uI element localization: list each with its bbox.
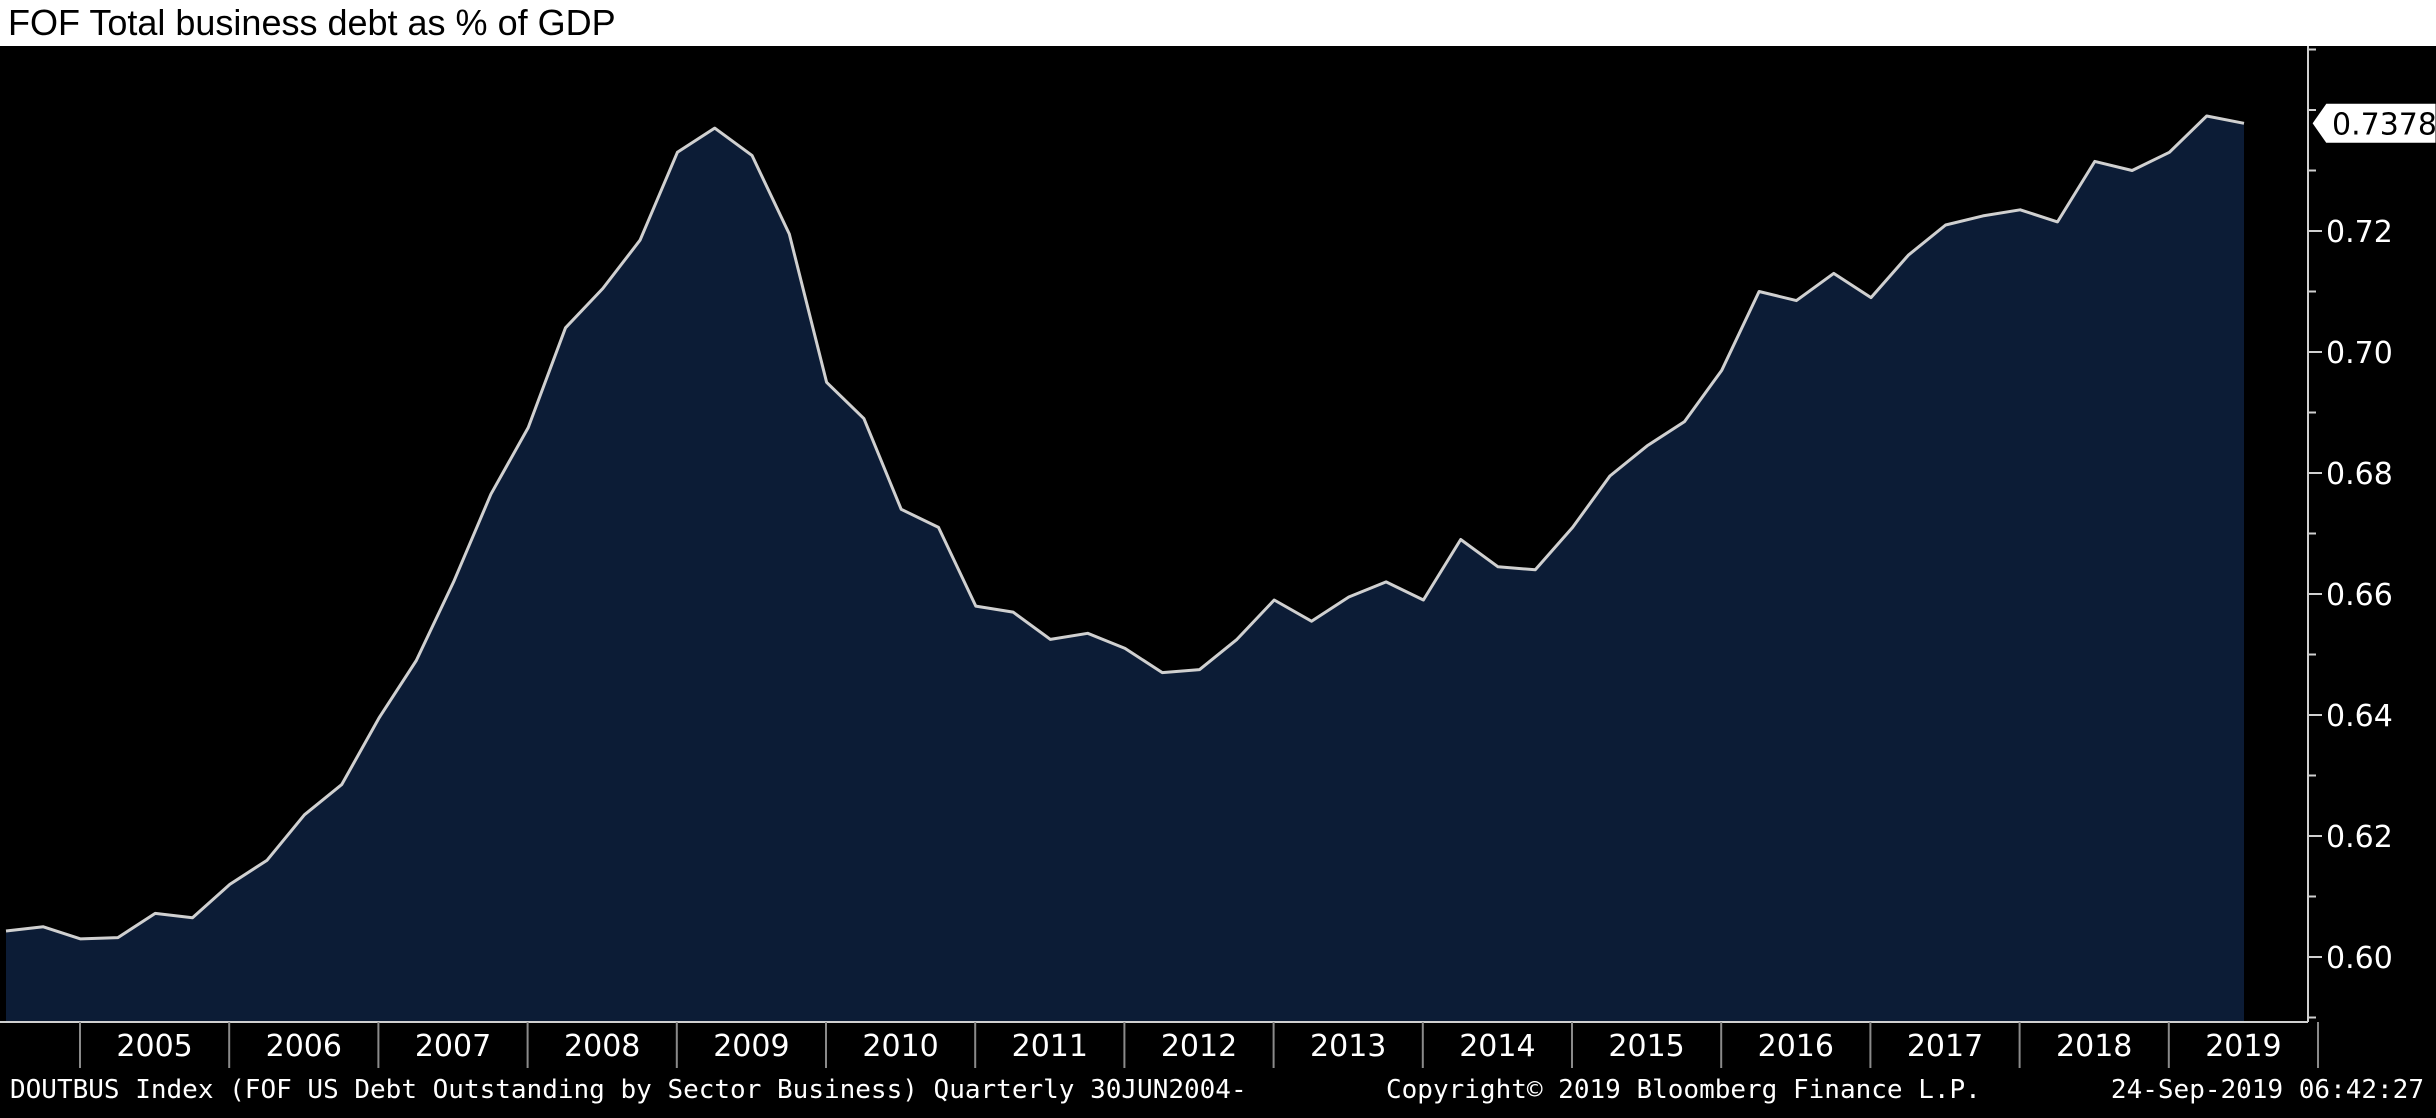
- last-value-label: 0.7378: [2332, 107, 2436, 142]
- chart: 2005 2006 2007 2008 2009 2010 2011 2012 2013 2014…: [0, 46, 2436, 1068]
- y-tick-label: 0.66: [2326, 578, 2393, 613]
- x-tick-label: 2010: [862, 1029, 938, 1064]
- x-tick-label: 2007: [415, 1029, 491, 1064]
- last-value-box: [2311, 102, 2436, 144]
- x-tick-label: 2015: [1608, 1029, 1684, 1064]
- chart-title: FOF Total business debt as % of GDP: [8, 2, 616, 43]
- x-tick-label: 2008: [564, 1029, 640, 1064]
- plot-area: [5, 114, 2245, 1022]
- x-tick-label: 2016: [1758, 1029, 1834, 1064]
- footer-series-description: DOUTBUS Index (FOF US Debt Outstanding b…: [10, 1075, 1247, 1105]
- series-line: [5, 114, 2245, 941]
- last-value-marker: 0.7378: [2311, 102, 2436, 144]
- x-tick-label: 2005: [116, 1029, 192, 1064]
- x-tick-label: 2011: [1012, 1029, 1088, 1064]
- x-tick-label: 2014: [1459, 1029, 1535, 1064]
- x-tick-label: 2013: [1310, 1029, 1386, 1064]
- y-tick-label: 0.72: [2326, 215, 2393, 250]
- x-tick-label: 2019: [2205, 1029, 2281, 1064]
- footer-copyright: Copyright© 2019 Bloomberg Finance L.P.: [1386, 1075, 1981, 1105]
- x-tick-label: 2017: [1907, 1029, 1983, 1064]
- y-tick-label: 0.60: [2326, 941, 2393, 976]
- series-area-fill: [6, 116, 2244, 1022]
- x-tick-label: 2006: [266, 1029, 342, 1064]
- footer-bar: DOUTBUS Index (FOF US Debt Outstanding b…: [0, 1068, 2436, 1118]
- x-axis: 2005 2006 2007 2008 2009 2010 2011 2012 2013 2014…: [0, 1021, 2319, 1068]
- y-tick-label: 0.62: [2326, 820, 2393, 855]
- y-axis: 0.60 0.62 0.64 0.66 0.68 0.70 0.72: [2307, 46, 2393, 1022]
- y-tick-label: 0.70: [2326, 336, 2393, 371]
- y-tick-label: 0.64: [2326, 699, 2393, 734]
- x-tick-label: 2018: [2056, 1029, 2132, 1064]
- x-tick-label: 2009: [713, 1029, 789, 1064]
- y-tick-label: 0.68: [2326, 457, 2393, 492]
- x-tick-label: 2012: [1161, 1029, 1237, 1064]
- footer-timestamp: 24-Sep-2019 06:42:27: [2110, 1075, 2424, 1105]
